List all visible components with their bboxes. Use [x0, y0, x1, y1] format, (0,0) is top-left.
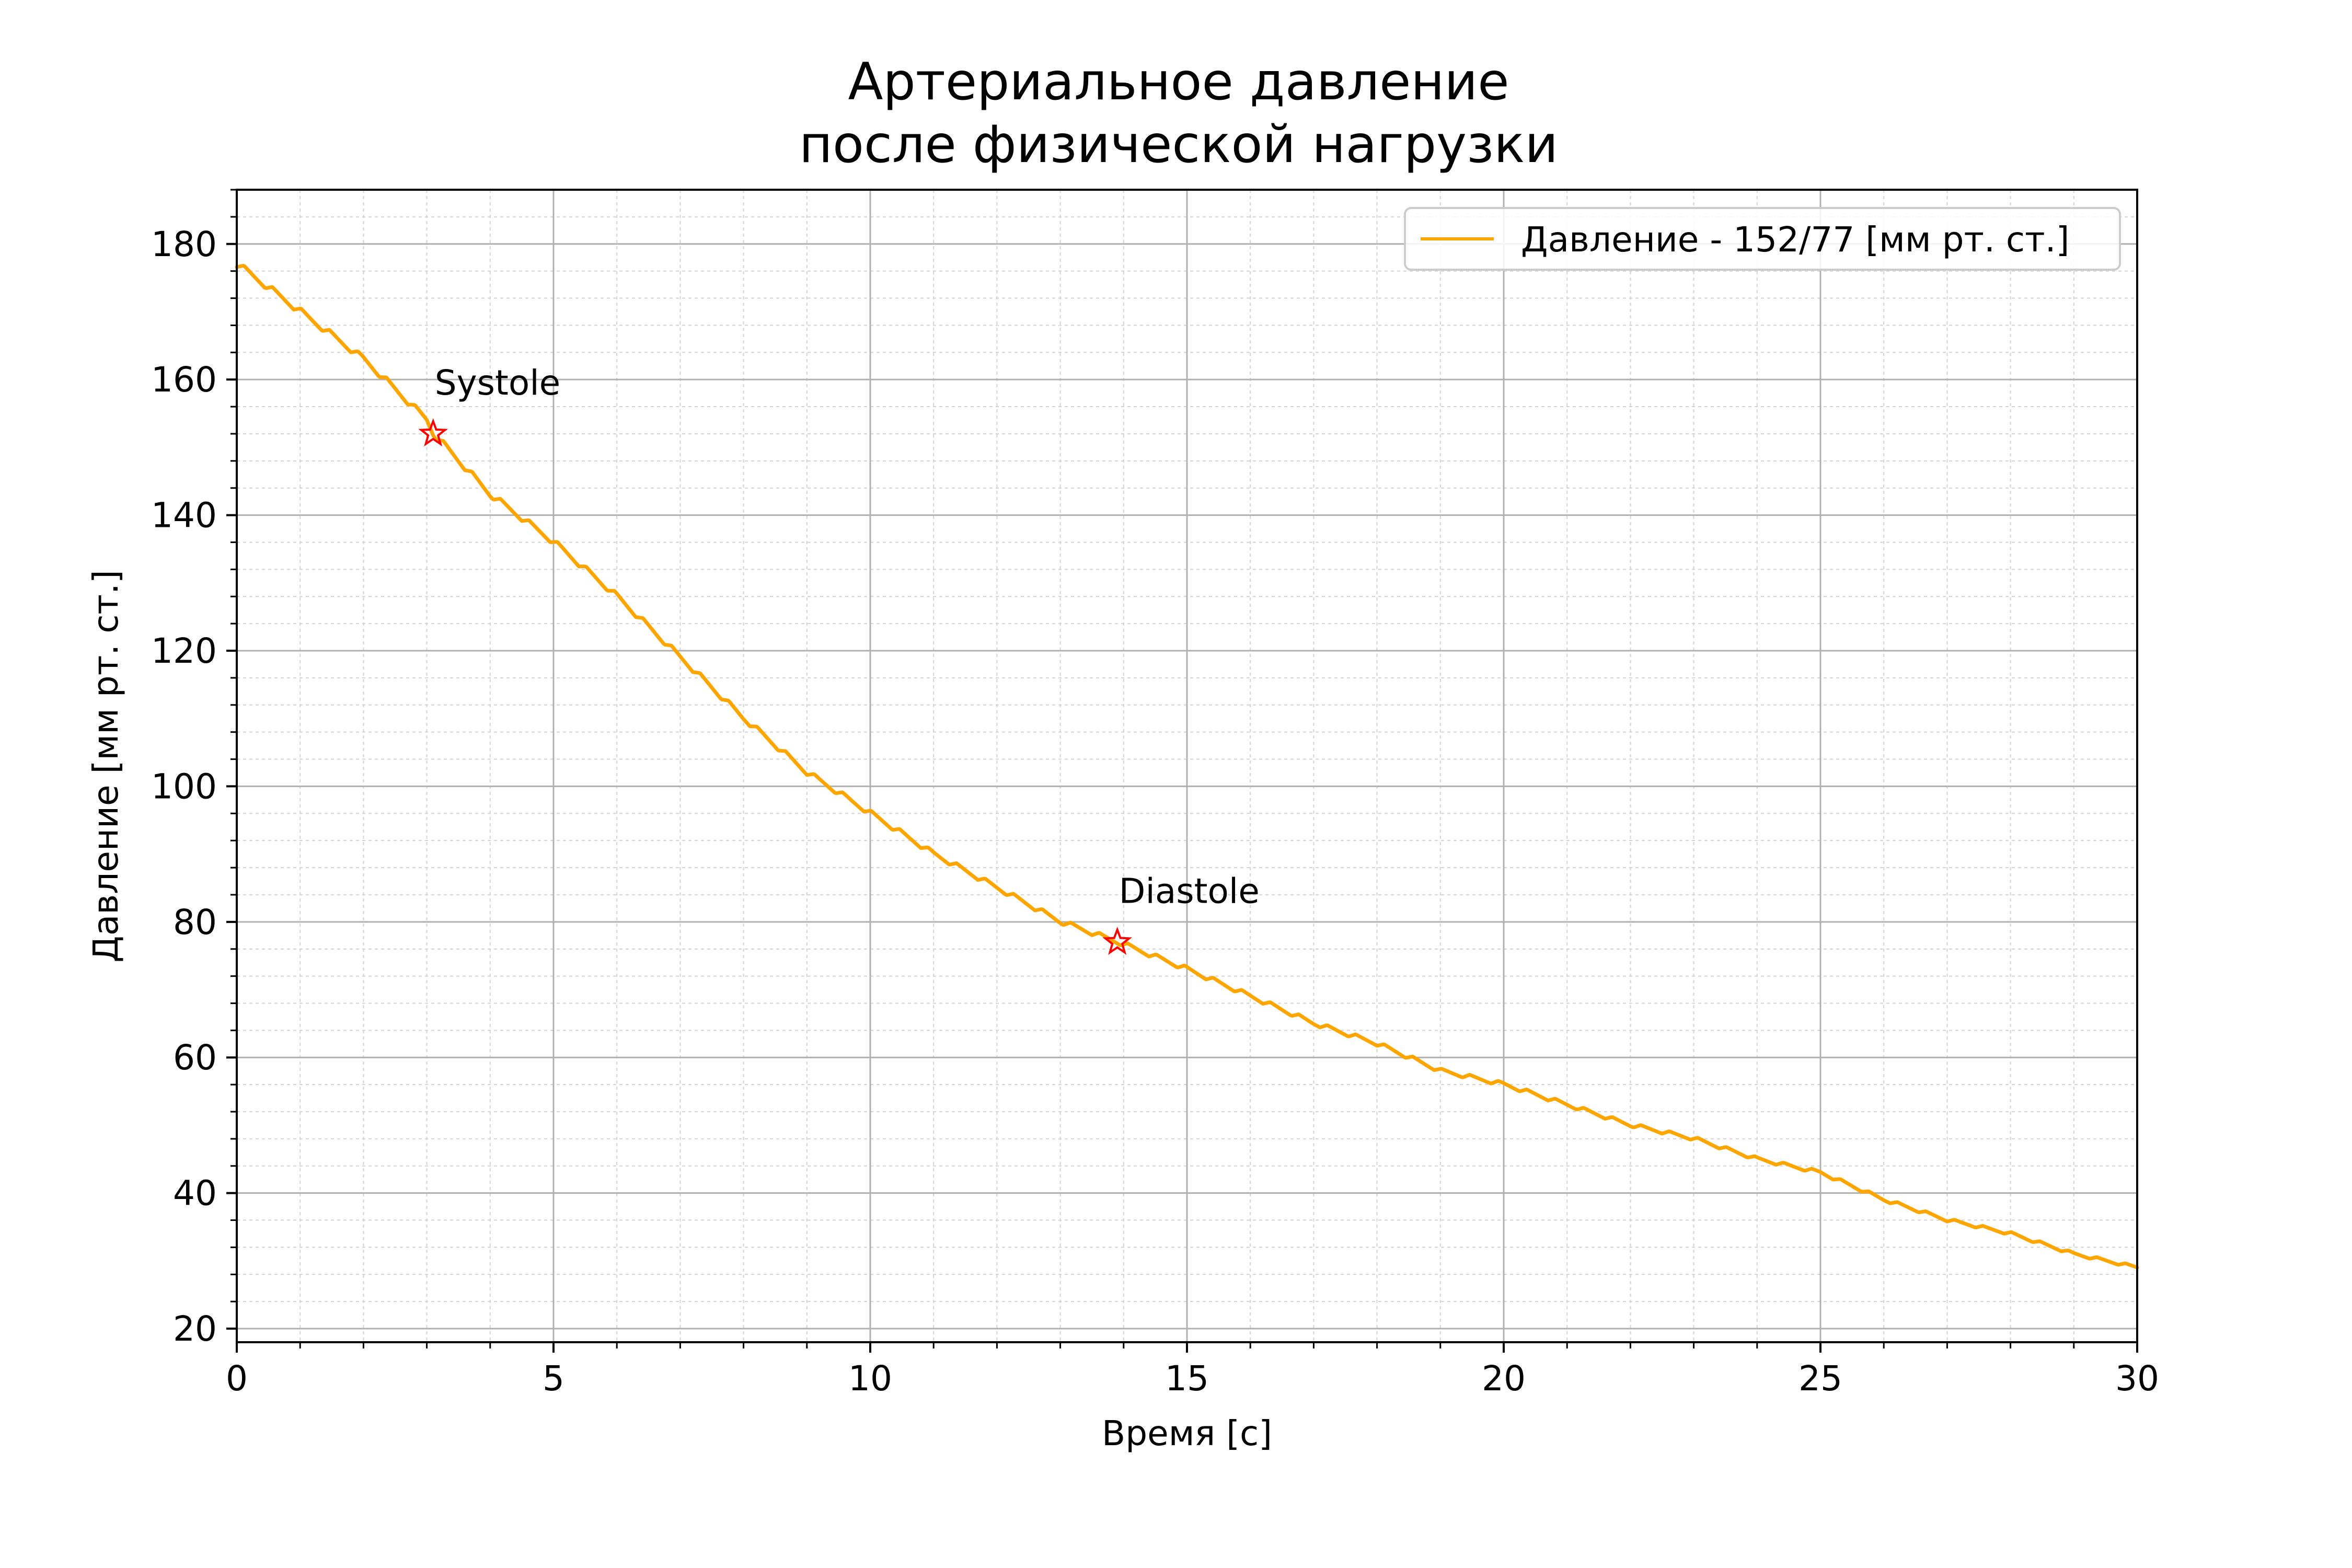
y-axis: 20 40 60 80 100 120 140 160 180 [151, 189, 237, 1349]
x-axis-label: Время [с] [1102, 1413, 1272, 1454]
legend-entry-label: Давление - 152/77 [мм рт. ст.] [1521, 220, 2069, 260]
legend-box [1404, 207, 2121, 271]
series-line [235, 263, 2139, 1270]
annotation-layer: Systole Diastole [418, 363, 1260, 955]
y-tick-label: 40 [173, 1173, 217, 1214]
y-tick-label: 160 [151, 360, 217, 400]
legend: Давление - 152/77 [мм рт. ст.] [1404, 207, 2121, 271]
y-tick-label: 60 [173, 1037, 217, 1078]
y-tick-label: 140 [151, 495, 217, 536]
annotation-star-marker [418, 418, 448, 447]
y-tick-label: 100 [151, 766, 217, 806]
x-tick-label: 5 [543, 1358, 564, 1399]
x-tick-label: 15 [1165, 1358, 1209, 1399]
x-tick-label: 20 [1482, 1358, 1526, 1399]
annotation-star-marker [1102, 926, 1132, 955]
x-tick-label: 0 [226, 1358, 248, 1399]
y-tick-label: 180 [151, 224, 217, 264]
annotation-label: Systole [435, 363, 561, 403]
major-grid [236, 190, 2138, 1342]
annotation-label: Diastole [1119, 871, 1260, 912]
x-tick-label: 30 [2115, 1358, 2159, 1399]
series-layer [235, 263, 2139, 1270]
x-tick-label: 10 [848, 1358, 892, 1399]
x-tick-label: 25 [1798, 1358, 1842, 1399]
chart-title-line-1: Артериальное давление [848, 52, 1509, 112]
y-tick-label: 20 [173, 1309, 217, 1349]
chart-title-line-2: после физической нагрузки [799, 115, 1558, 175]
y-axis-label: Давление [мм рт. ст.] [86, 570, 126, 962]
y-tick-label: 120 [151, 631, 217, 671]
y-tick-label: 80 [173, 902, 217, 942]
x-axis: 0 5 10 15 20 25 30 [226, 1342, 2159, 1399]
